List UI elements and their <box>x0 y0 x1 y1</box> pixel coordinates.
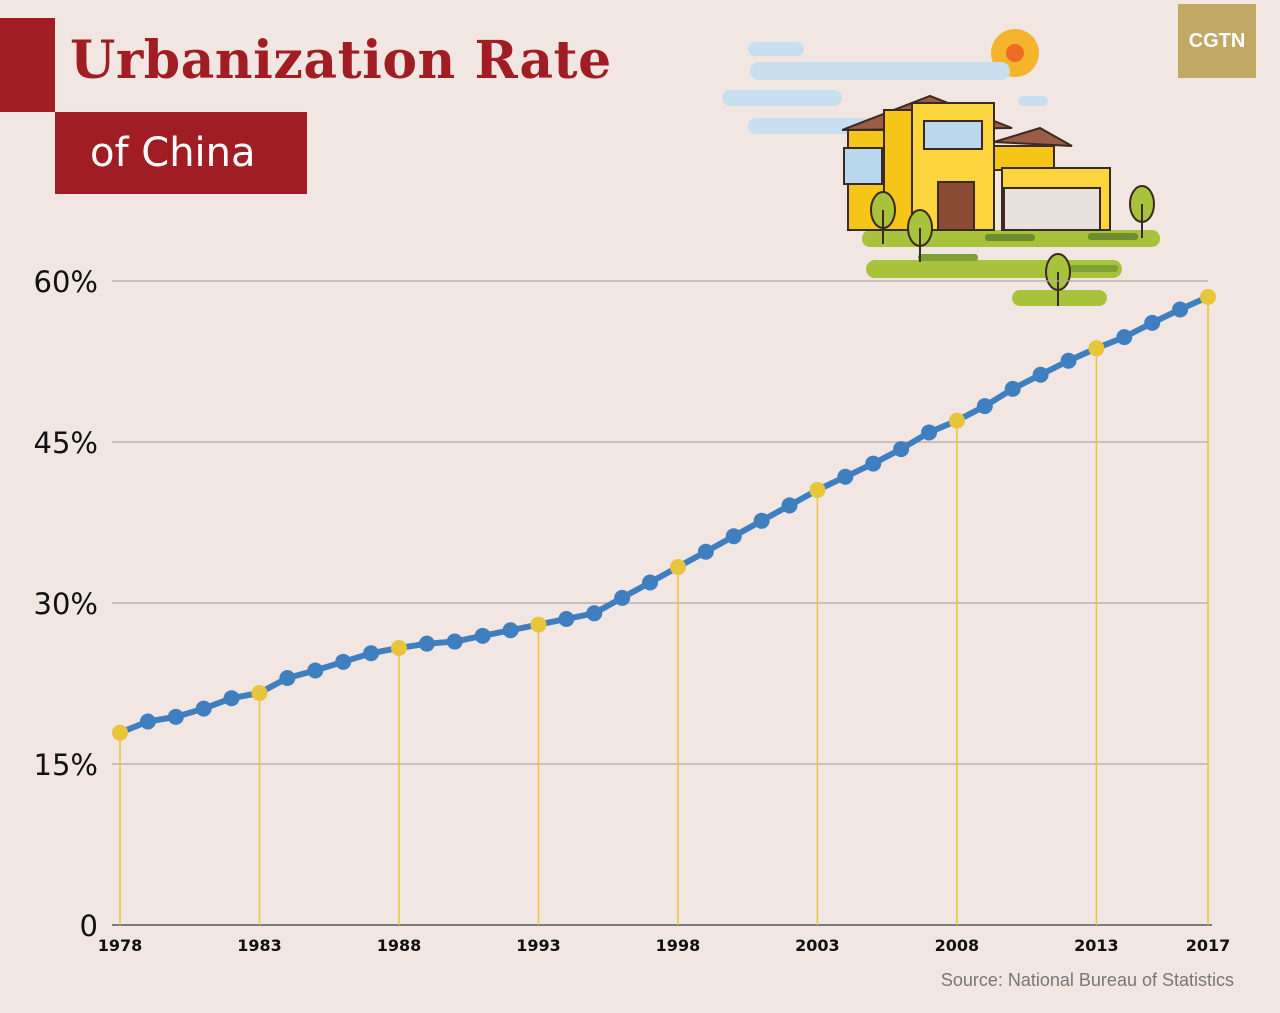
y-tick-label: 30% <box>34 587 98 621</box>
series-line <box>118 294 1210 736</box>
data-point-1984 <box>279 670 296 687</box>
data-point-1986 <box>335 653 352 670</box>
data-point-2004 <box>837 468 854 485</box>
source-note: Source: National Bureau of Statistics <box>940 970 1234 990</box>
y-tick-label: 60% <box>34 265 98 299</box>
data-point-1982 <box>223 690 240 707</box>
data-point-2011 <box>1032 366 1049 383</box>
data-point-2015 <box>1144 314 1161 331</box>
highlight-drop-lines <box>119 296 1209 925</box>
data-point-2010 <box>1004 380 1021 397</box>
data-point-1985 <box>307 662 324 679</box>
grid-lines <box>112 280 1212 926</box>
highlight-point-1983 <box>251 684 268 701</box>
data-point-1979 <box>139 713 156 730</box>
x-tick-label: 1998 <box>656 936 701 955</box>
y-tick-label: 0 <box>80 909 98 943</box>
y-axis: 0 15% 30% 45% 60% <box>34 265 98 943</box>
x-tick-label: 2013 <box>1074 936 1119 955</box>
data-point-1999 <box>697 543 714 560</box>
highlight-point-1998 <box>669 559 686 576</box>
data-point-1981 <box>195 700 212 717</box>
data-point-1980 <box>167 708 184 725</box>
data-point-2002 <box>781 497 798 514</box>
data-point-1992 <box>502 622 519 639</box>
x-tick-label: 1993 <box>516 936 561 955</box>
cgtn-logo: CGTN <box>1178 4 1256 78</box>
urbanization-line <box>118 294 1210 736</box>
data-point-2016 <box>1172 301 1189 318</box>
data-point-1994 <box>558 610 575 627</box>
data-point-2006 <box>893 441 910 458</box>
highlight-point-1993 <box>530 616 547 633</box>
data-point-2007 <box>921 424 938 441</box>
x-tick-label: 2008 <box>935 936 980 955</box>
data-point-2009 <box>976 398 993 415</box>
data-point-1997 <box>642 574 659 591</box>
data-point-1996 <box>614 589 631 606</box>
highlight-point-2008 <box>948 412 965 429</box>
title-accent-bar <box>0 18 55 112</box>
data-point-2005 <box>865 455 882 472</box>
data-point-2012 <box>1060 352 1077 369</box>
x-tick-label: 1988 <box>377 936 422 955</box>
x-tick-label: 2003 <box>795 936 840 955</box>
data-point-1989 <box>418 635 435 652</box>
y-tick-label: 45% <box>34 426 98 460</box>
highlight-point-2003 <box>809 481 826 498</box>
data-points <box>112 288 1216 741</box>
highlight-point-1988 <box>390 639 407 656</box>
x-axis: 1978 1983 1988 1993 1998 2003 2008 2013 2017 <box>98 936 1231 955</box>
data-point-1991 <box>474 627 491 644</box>
data-point-1990 <box>446 633 463 650</box>
highlight-point-2013 <box>1088 340 1105 357</box>
x-tick-label: 1983 <box>237 936 282 955</box>
chart-subtitle: of China <box>55 112 307 194</box>
highlight-point-1978 <box>112 724 128 741</box>
data-point-2001 <box>753 512 770 529</box>
grass-icon <box>862 230 1160 306</box>
x-tick-label: 2017 <box>1186 936 1231 955</box>
data-point-2014 <box>1116 329 1133 346</box>
data-point-2000 <box>725 528 742 545</box>
house-icon <box>841 94 1111 231</box>
y-tick-label: 15% <box>34 748 98 782</box>
chart-title: Urbanization Rate <box>70 30 612 91</box>
highlight-point-2017 <box>1200 288 1216 305</box>
x-tick-label: 1978 <box>98 936 143 955</box>
data-point-1987 <box>363 645 380 662</box>
data-point-1995 <box>586 605 603 622</box>
